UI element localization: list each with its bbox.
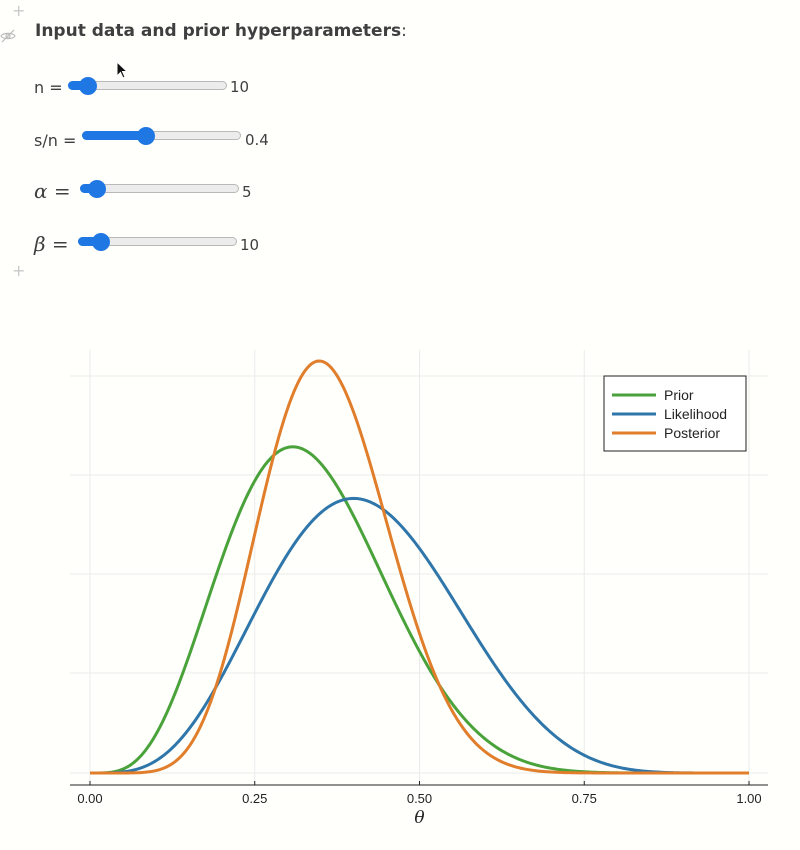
alpha-slider[interactable] — [80, 179, 239, 198]
alpha-value: 5 — [242, 183, 252, 201]
beta-symbol: β — [34, 232, 46, 256]
beta-slider-thumb[interactable] — [91, 232, 110, 251]
hide-code-eye-icon[interactable] — [0, 28, 16, 44]
s-over-n-value: 0.4 — [245, 131, 269, 149]
n-value: 10 — [230, 78, 250, 96]
header-title: Input data and prior hyperparameters — [35, 21, 402, 41]
plot-legend: Prior Likelihood Posterior — [603, 375, 747, 452]
legend-label-likelihood: Likelihood — [664, 406, 727, 422]
alpha-symbol: α — [34, 179, 48, 203]
beta-equals: = — [51, 232, 69, 256]
alpha-equals: = — [53, 179, 71, 203]
s-over-n-label: s/n = — [34, 131, 77, 150]
legend-label-prior: Prior — [664, 387, 694, 403]
n-label: n = — [34, 78, 63, 97]
n-slider-thumb[interactable] — [78, 76, 97, 95]
plot-series — [90, 359, 749, 775]
add-cell-above-icon[interactable]: + — [12, 1, 26, 20]
x-axis: 0.00 0.25 0.50 0.75 1.00 θ — [70, 781, 768, 828]
n-slider-fill — [68, 81, 87, 90]
x-tick-label: 0.75 — [572, 791, 597, 806]
legend-label-posterior: Posterior — [664, 425, 720, 441]
beta-label: β = — [34, 232, 69, 256]
x-tick-label: 1.00 — [736, 791, 761, 806]
series-line-posterior — [90, 359, 749, 775]
series-line-likelihood — [90, 496, 749, 775]
alpha-slider-thumb[interactable] — [87, 179, 106, 198]
beta-value: 10 — [240, 236, 260, 254]
add-cell-below-icon[interactable]: + — [12, 261, 26, 280]
s-over-n-slider[interactable] — [82, 126, 241, 145]
n-slider[interactable] — [68, 76, 227, 95]
x-tick-label: 0.50 — [407, 791, 432, 806]
x-tick-label: 0.25 — [242, 791, 267, 806]
s-over-n-slider-thumb[interactable] — [136, 126, 155, 145]
x-tick-label: 0.00 — [77, 791, 102, 806]
x-axis-label: θ — [414, 808, 424, 828]
beta-slider-fill — [78, 237, 100, 246]
beta-slider[interactable] — [78, 232, 237, 251]
alpha-label: α = — [34, 179, 71, 203]
mouse-cursor-icon — [116, 61, 129, 79]
s-over-n-slider-fill — [82, 131, 145, 140]
cell-header: Input data and prior hyperparameters: — [35, 21, 407, 41]
header-suffix: : — [401, 21, 407, 41]
